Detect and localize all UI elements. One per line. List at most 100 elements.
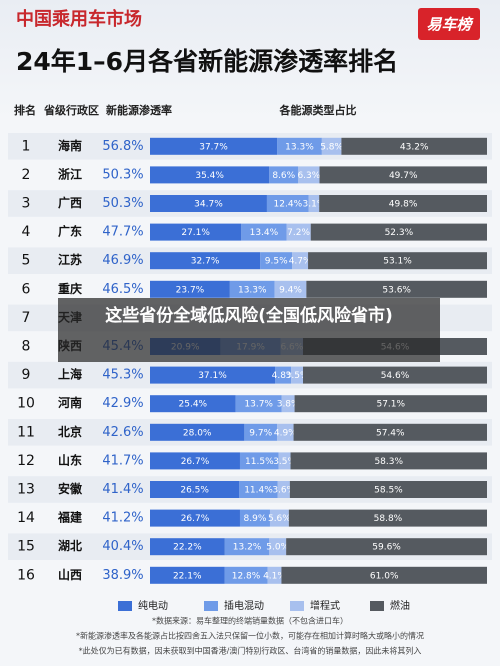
province: 山东 xyxy=(58,452,82,467)
bar-label: 43.2% xyxy=(400,142,429,152)
penetration: 38.9% xyxy=(102,568,143,583)
bar-segment xyxy=(150,195,267,212)
bar-label: 13.7% xyxy=(244,400,273,410)
bar-label: 5.8% xyxy=(320,142,343,152)
bar-label: 12.8% xyxy=(232,571,261,581)
bar-label: 6.3% xyxy=(297,171,320,181)
bar-segment xyxy=(150,166,270,184)
bar-label: 9.4% xyxy=(279,285,302,295)
penetration: 46.5% xyxy=(102,282,143,297)
rank: 10 xyxy=(17,396,35,412)
bar-label: 25.4% xyxy=(179,400,208,410)
rank: 2 xyxy=(22,167,31,183)
rank: 6 xyxy=(22,281,31,297)
bar-segment xyxy=(269,509,289,527)
legend-swatch xyxy=(118,601,132,611)
bar-segment xyxy=(150,538,225,556)
rank: 3 xyxy=(22,196,31,212)
bar-label: 8.9% xyxy=(244,514,267,524)
penetration: 42.9% xyxy=(102,396,143,411)
legend-swatch xyxy=(290,601,304,611)
rank: 8 xyxy=(22,339,31,355)
province: 湖北 xyxy=(58,538,82,553)
bar-label: 8.6% xyxy=(272,171,295,181)
footnote: *新能源渗透率及各能源占比按四舍五入法只保留一位小数，可能存在相加计算时略大或略… xyxy=(76,631,424,641)
penetration: 42.6% xyxy=(102,425,143,440)
bar-segment xyxy=(294,395,487,413)
bar-segment xyxy=(341,137,487,155)
bar-segment xyxy=(306,280,487,298)
bar-label: 26.5% xyxy=(180,486,209,496)
bar-segment xyxy=(277,137,322,155)
bar-label: 53.1% xyxy=(383,257,412,267)
bar-segment xyxy=(150,366,276,384)
province: 上海 xyxy=(58,367,82,382)
bar-label: 26.7% xyxy=(181,457,210,467)
logo-box xyxy=(418,8,480,40)
rank: 16 xyxy=(17,567,35,583)
bar-segment xyxy=(266,195,309,212)
bar-segment xyxy=(291,366,303,384)
bar-label: 32.7% xyxy=(191,257,220,267)
bar-segment xyxy=(239,452,279,470)
bar-label: 34.7% xyxy=(194,200,223,210)
bar-label: 37.1% xyxy=(198,371,227,381)
rank: 15 xyxy=(17,539,35,555)
brand-title: 中国乘用车市场 xyxy=(16,8,142,30)
bar-label: 4.9% xyxy=(274,428,297,438)
bar-segment xyxy=(277,481,290,498)
province: 浙江 xyxy=(58,166,82,181)
rank: 4 xyxy=(22,224,31,240)
legend-swatch xyxy=(204,601,218,611)
bar-segment xyxy=(281,566,487,584)
bar-segment xyxy=(150,423,245,441)
rank: 1 xyxy=(22,138,31,154)
bar-segment xyxy=(286,538,487,556)
bar-label: 13.3% xyxy=(238,285,267,295)
bar-segment xyxy=(150,223,242,241)
bar-segment xyxy=(275,366,292,384)
penetration: 41.4% xyxy=(102,482,143,497)
col-header: 排名 xyxy=(14,103,36,117)
province: 江苏 xyxy=(58,252,82,267)
bar-label: 28.0% xyxy=(183,428,212,438)
bar-label: 58.5% xyxy=(374,486,403,496)
bar-segment xyxy=(241,223,287,241)
bar-label: 59.6% xyxy=(372,543,401,553)
bar-label: 5.6% xyxy=(268,514,291,524)
bar-segment xyxy=(321,137,342,155)
bar-segment xyxy=(310,223,487,241)
bar-segment xyxy=(290,452,487,470)
footnote: *此处仅为已有数据，因未获取到中国香港/澳门特别行政区、台湾省的销量数据，因此未… xyxy=(79,646,422,656)
province: 山西 xyxy=(58,567,82,582)
bar-segment xyxy=(150,137,278,155)
bar-segment xyxy=(278,452,291,470)
rank: 12 xyxy=(17,453,35,469)
province: 安徽 xyxy=(58,481,83,496)
rank: 11 xyxy=(17,424,35,440)
bar-label: 57.1% xyxy=(376,400,405,410)
bar-label: 37.7% xyxy=(199,142,228,152)
bar-label: 4.1% xyxy=(263,571,286,581)
bar-segment xyxy=(150,509,240,527)
bar-segment xyxy=(239,509,270,527)
penetration: 50.3% xyxy=(102,196,143,211)
bar-label: 4.7% xyxy=(289,257,312,267)
bar-segment xyxy=(244,423,278,441)
bar-label: 9.5% xyxy=(265,257,288,267)
bar-segment xyxy=(288,509,487,527)
bar-segment xyxy=(293,423,487,441)
province: 北京 xyxy=(58,424,82,439)
penetration: 47.7% xyxy=(102,225,143,240)
bar-segment xyxy=(150,280,230,298)
bar-segment xyxy=(281,395,295,413)
bar-label: 52.3% xyxy=(385,228,414,238)
province: 广西 xyxy=(58,195,82,210)
bar-label: 9.7% xyxy=(249,428,272,438)
bar-label: 12.4% xyxy=(274,200,303,210)
bar-label: 11.4% xyxy=(244,486,273,496)
legend-label: 燃油 xyxy=(390,599,410,612)
footnote: *数据来源：易车整理的终端销量数据（不包含进口车） xyxy=(152,616,348,626)
bar-label: 11.5% xyxy=(245,457,274,467)
